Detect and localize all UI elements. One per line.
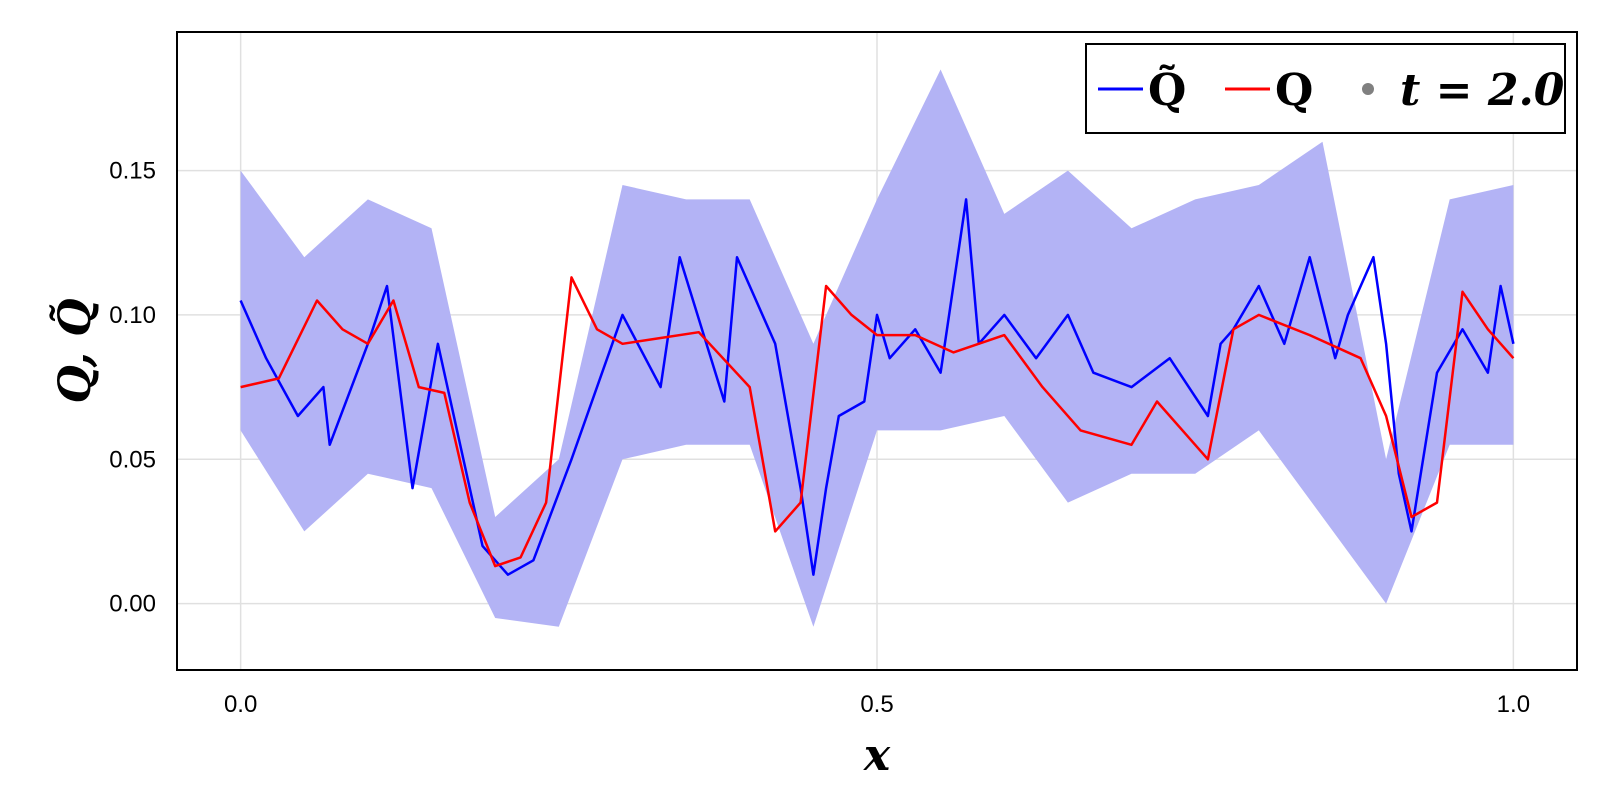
y-tick-label: 0.05	[109, 446, 156, 473]
y-tick-label: 0.00	[109, 591, 156, 618]
legend-label-q-tilde: Q̃	[1148, 63, 1186, 116]
y-tick-label: 0.15	[109, 158, 156, 185]
series-line-q	[240, 276, 1515, 568]
legend: Q̃ Q t = 2.0	[1085, 43, 1566, 134]
x-tick-label: 0.5	[860, 691, 893, 718]
series-layer	[239, 198, 1515, 576]
series-line-q-tilde	[239, 198, 1515, 576]
plot-frame	[176, 31, 1578, 671]
uncertainty-band-layer	[240, 69, 1514, 627]
y-axis-title: Q, Q̃	[48, 298, 101, 403]
uncertainty-band	[240, 69, 1514, 627]
legend-label-time: t = 2.0	[1400, 65, 1565, 116]
x-tick-labels: 0.0 0.5 1.0	[224, 691, 1530, 718]
y-tick-labels: 0.00 0.05 0.10 0.15	[109, 158, 156, 618]
x-tick-label: 0.0	[224, 691, 257, 718]
legend-marker-time	[1362, 83, 1374, 95]
legend-box	[1085, 43, 1566, 134]
legend-label-q: Q	[1275, 65, 1313, 116]
x-axis-title: x	[863, 730, 891, 781]
y-tick-label: 0.10	[109, 302, 156, 329]
x-tick-label: 1.0	[1497, 691, 1530, 718]
